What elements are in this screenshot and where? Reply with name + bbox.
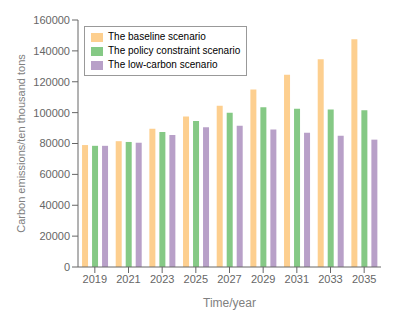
html-text:The low-carbon scenario: The low-carbon scenario <box>108 59 218 70</box>
svg-text:2031: 2031 <box>285 273 309 285</box>
svg-text:0: 0 <box>64 261 70 273</box>
svg-text:Time/year: Time/year <box>203 296 256 310</box>
svg-text:2035: 2035 <box>352 273 376 285</box>
svg-text:Carbon emissions/ten thousand: Carbon emissions/ten thousand tons <box>15 54 27 233</box>
svg-text:40000: 40000 <box>39 199 70 211</box>
svg-text:2025: 2025 <box>184 273 208 285</box>
svg-text:80000: 80000 <box>39 137 70 149</box>
html-text:The policy constraint scenario: The policy constraint scenario <box>108 45 241 56</box>
svg-text:2033: 2033 <box>318 273 342 285</box>
svg-text:2023: 2023 <box>150 273 174 285</box>
html-text:The baseline scenario: The baseline scenario <box>108 31 206 42</box>
svg-text:120000: 120000 <box>33 76 70 88</box>
svg-text:140000: 140000 <box>33 45 70 57</box>
svg-text:2029: 2029 <box>251 273 275 285</box>
svg-text:100000: 100000 <box>33 107 70 119</box>
svg-text:2021: 2021 <box>116 273 140 285</box>
svg-text:2019: 2019 <box>83 273 107 285</box>
svg-text:2027: 2027 <box>217 273 241 285</box>
svg-text:20000: 20000 <box>39 230 70 242</box>
svg-text:60000: 60000 <box>39 168 70 180</box>
svg-text:160000: 160000 <box>33 14 70 26</box>
